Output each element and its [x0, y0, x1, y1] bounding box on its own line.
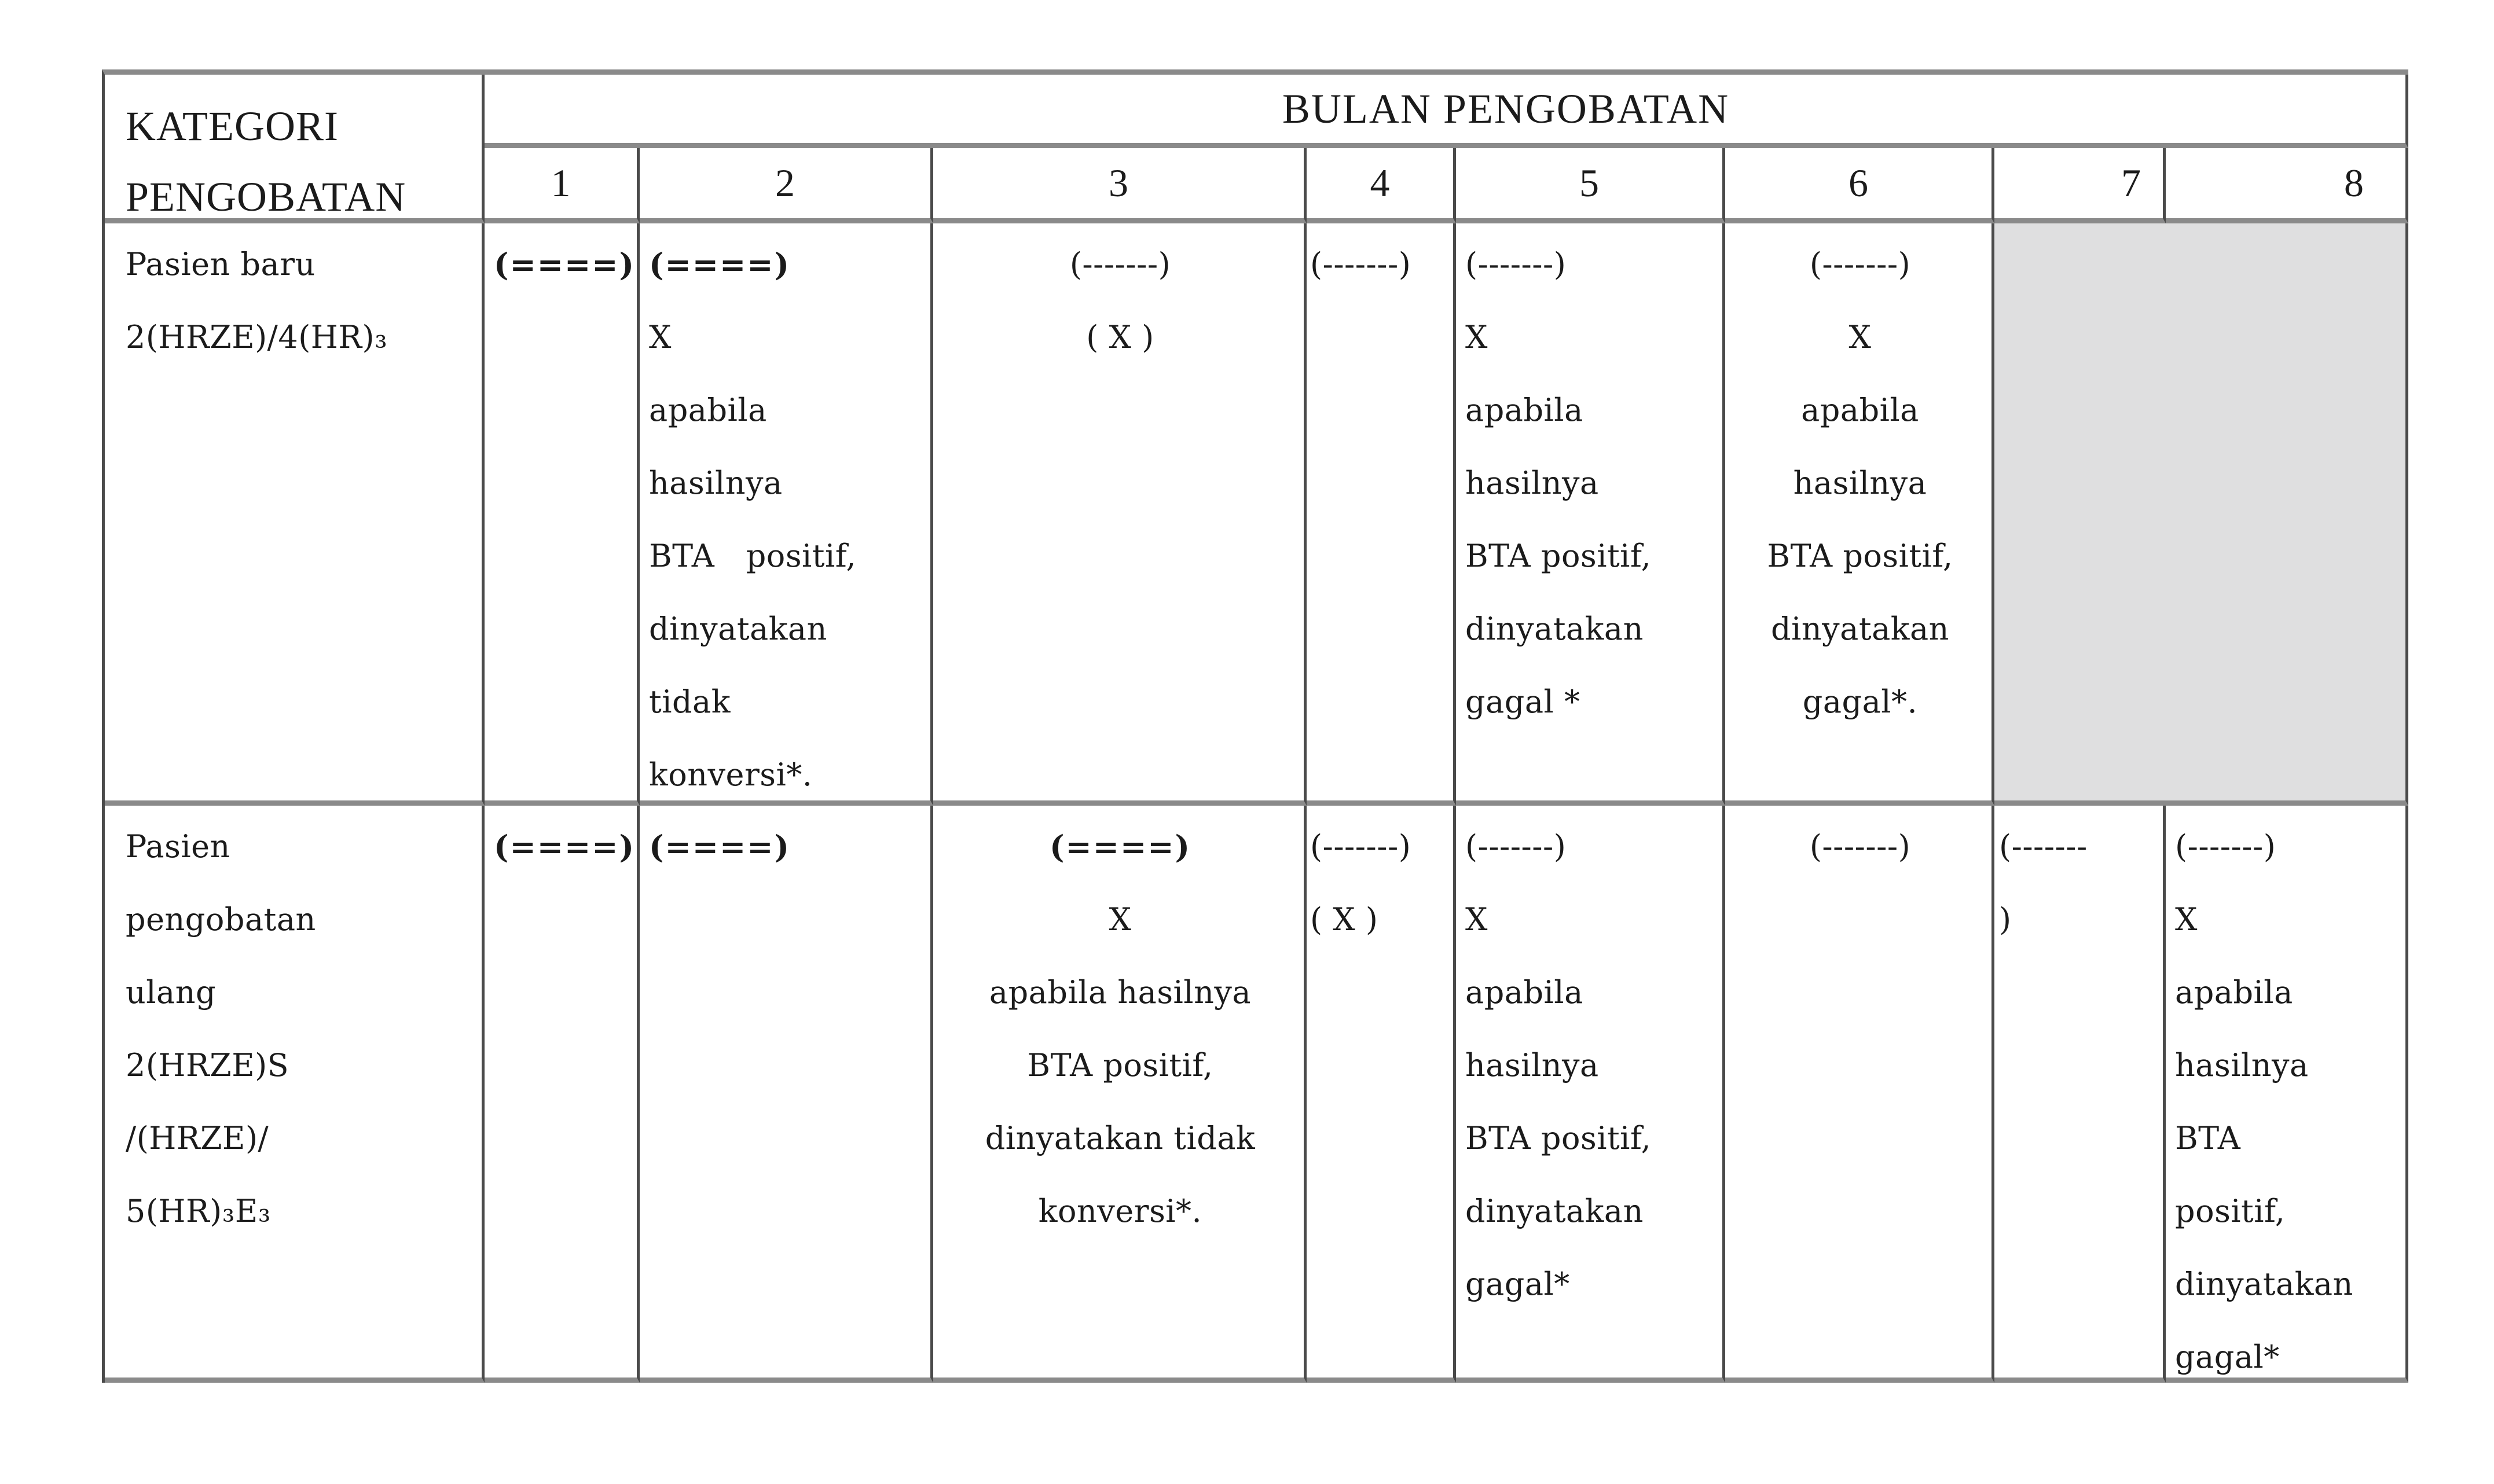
treatment-schedule-table: KATEGORI PENGOBATAN BULAN PENGOBATAN 1 2 … [102, 69, 2408, 1383]
month-number-7: 7 [1994, 148, 2166, 223]
row1-category-cell: Pasien baru 2(HRZE)/4(HR)₃ [105, 223, 485, 806]
row2-month4-cell: (-------)( X ) [1307, 806, 1456, 1383]
month-number-5: 5 [1456, 148, 1725, 223]
month-number-8: 8 [2166, 148, 2408, 223]
months-title-cell: BULAN PENGOBATAN [485, 75, 2408, 148]
row2-month7-cell: (-------) [1994, 806, 2166, 1383]
row2-month6-cell: (-------) [1725, 806, 1994, 1383]
row2-category-cell: Pasien pengobatan ulang 2(HRZE)S/(HRZE)/5(H… [105, 806, 485, 1383]
row2-month1-cell: (====) [485, 806, 640, 1383]
month-number-1: 1 [485, 148, 640, 223]
category-header-cell: KATEGORI PENGOBATAN [105, 75, 485, 223]
month-number-6: 6 [1725, 148, 1994, 223]
row1-month3-cell: (-------)( X ) [933, 223, 1307, 806]
month-number-4: 4 [1307, 148, 1456, 223]
month-number-3: 3 [933, 148, 1307, 223]
row1-month7-8-shaded-cell [1994, 223, 2408, 806]
row1-month4-cell: (-------) [1307, 223, 1456, 806]
month-number-2: 2 [640, 148, 933, 223]
row2-month2-cell: (====) [640, 806, 933, 1383]
row1-month1-cell: (====) [485, 223, 640, 806]
